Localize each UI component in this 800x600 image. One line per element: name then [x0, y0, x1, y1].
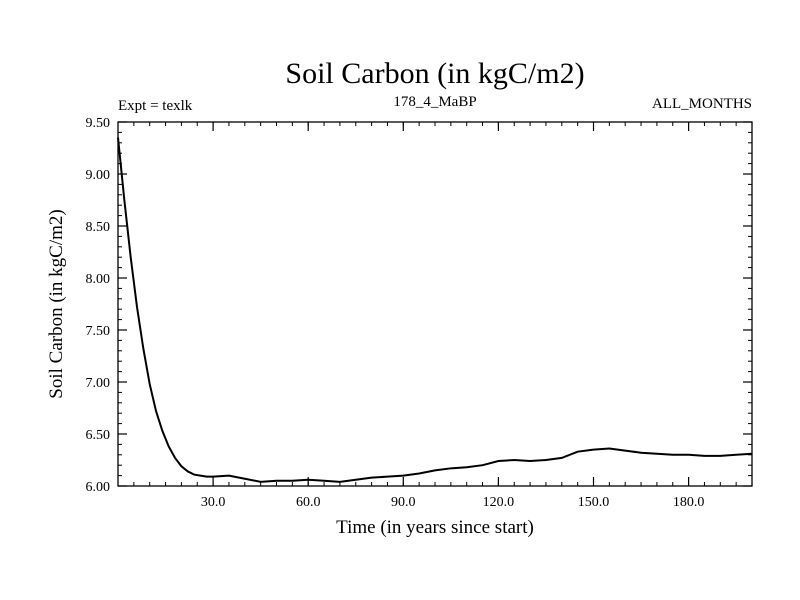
x-tick-label: 180.0 [673, 495, 705, 510]
y-tick-label: 8.00 [86, 272, 111, 287]
x-tick-label: 60.0 [296, 495, 321, 510]
subtitle-left: Expt = texlk [118, 98, 193, 114]
y-tick-label: 9.00 [86, 168, 111, 183]
y-tick-label: 6.50 [86, 428, 111, 443]
x-axis: 30.0 60.0 90.0 120.0 150.0 180.0 [133, 122, 737, 510]
series-line-soil-carbon [117, 137, 753, 483]
y-tick-label: 7.00 [86, 376, 111, 391]
y-tick-label: 6.00 [86, 480, 111, 495]
chart-title: Soil Carbon (in kgC/m2) [285, 57, 584, 90]
x-tick-label: 120.0 [483, 495, 515, 510]
x-axis-label: Time (in years since start) [336, 517, 534, 538]
y-tick-label: 9.50 [86, 116, 111, 131]
subtitle-right: ALL_MONTHS [652, 96, 752, 112]
x-tick-label: 30.0 [201, 495, 226, 510]
y-axis-label: Soil Carbon (in kgC/m2) [46, 209, 67, 398]
x-tick-label: 90.0 [391, 495, 416, 510]
subtitle-center: 178_4_MaBP [393, 94, 476, 110]
y-tick-label: 7.50 [86, 324, 111, 339]
y-tick-label: 8.50 [86, 220, 111, 235]
plot-frame [117, 121, 753, 487]
y-axis: 6.00 6.50 7.00 7.50 8.00 8.50 9.00 9.50 [86, 116, 752, 495]
x-tick-label: 150.0 [578, 495, 610, 510]
